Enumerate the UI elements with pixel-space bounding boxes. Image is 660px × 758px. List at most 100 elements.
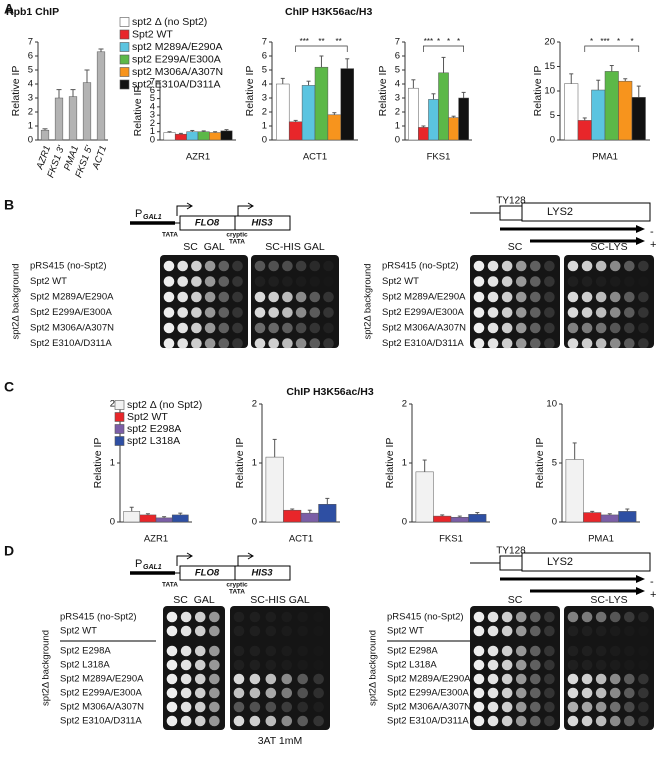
spot [163,291,175,303]
spot [233,687,245,699]
significance-stars: *** [600,37,609,46]
spot [218,260,230,272]
y-tick-label: 2 [395,107,400,118]
spot [233,645,245,657]
spot [282,260,293,272]
spot [567,338,579,349]
spot [249,659,261,671]
spot [529,338,541,349]
background-label: spt2Δ background [363,263,374,339]
significance-stars: * [437,37,440,46]
spot [529,715,541,727]
spot [567,673,579,685]
bar [209,132,222,141]
spot [295,307,307,318]
spot [473,338,485,349]
spot [515,659,527,671]
y-tick-label: 7 [150,77,155,88]
y-tick-label: 0 [402,517,407,528]
spot [529,645,541,657]
plus-label: + [650,589,656,601]
spot [166,715,178,727]
spot [268,307,280,318]
plate-label: SC-LYS [590,594,627,606]
strain-label: pRS415 (no-Spt2) [387,612,464,623]
spot [515,260,527,272]
bar [448,117,459,141]
y-tick-label: 2 [402,399,407,410]
spot [473,260,485,272]
spot [163,338,175,349]
panel-label: A [4,1,14,17]
y-tick-label: 3 [28,93,33,104]
spot [581,625,593,637]
spot [515,687,527,699]
spot [515,715,527,727]
y-tick-label: 0 [150,135,155,146]
spot [515,625,527,637]
spot [204,307,216,318]
spot [595,307,607,318]
gene-box [521,552,651,572]
legend-label: spt2 E310A/D311A [132,78,221,90]
bar [591,89,606,141]
spot [638,626,649,637]
strain-label: Spt2 E310A/D311A [387,716,469,727]
spot [487,673,499,685]
spot [180,645,192,657]
spot [281,701,293,713]
spot [194,611,206,623]
plate [251,255,339,348]
spot [473,611,485,623]
spot [609,307,621,318]
x-tick-label: ACT1 [289,534,313,545]
x-tick-label: AZR1 [186,152,210,163]
spot [268,338,280,349]
spot [581,260,593,272]
strain-label: Spt2 M289A/E290A [60,674,144,685]
y-tick-label: 5 [550,110,555,121]
spot [595,659,607,671]
spot [218,307,230,318]
strain-label: Spt2 WT [30,276,67,287]
spot [166,659,178,671]
spot [487,659,499,671]
bar [54,97,64,141]
bar [276,83,290,141]
spot [313,715,324,727]
spot [487,701,499,713]
legend-label: Spt2 WT [132,28,173,40]
spot [581,611,593,623]
spot [313,612,324,623]
legend-swatch [114,400,125,410]
spot [180,687,192,699]
legend-swatch [119,17,130,27]
spot [309,291,321,303]
spot [623,291,635,303]
spot [544,673,555,685]
y-tick-label: 0 [110,517,115,528]
spot [638,673,649,685]
spot [209,673,220,685]
spot [473,687,485,699]
strain-label: pRS415 (no-Spt2) [382,261,459,272]
spot [581,291,593,303]
spot [313,646,324,657]
y-tick-label: 3 [395,93,400,104]
tss-arrow [176,552,193,566]
legend-label: spt2 Δ (no Spt2) [132,16,207,28]
spot [254,322,266,334]
significance-stars: * [617,37,620,46]
element-label: TY128 [496,546,526,557]
plate-label: SC GAL [173,594,215,606]
bar [197,131,210,141]
spot [194,701,206,713]
spot [310,276,321,287]
bar [163,132,176,141]
y-tick-label: 4 [262,79,267,90]
spot [567,701,579,713]
spot [487,611,499,623]
spot [209,645,220,657]
gene-box [234,215,291,231]
